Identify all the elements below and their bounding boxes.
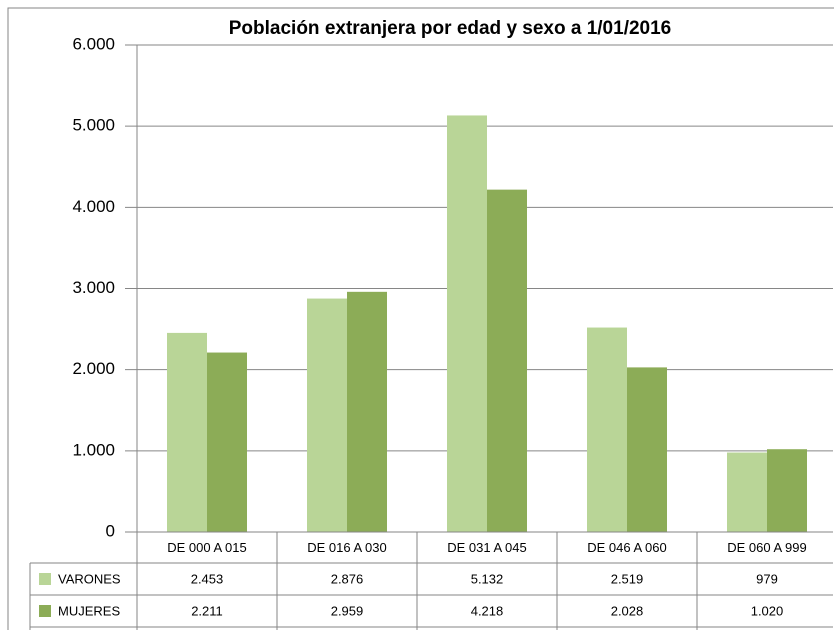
y-tick-label: 6.000 (72, 34, 115, 53)
bar (167, 332, 207, 532)
bar (727, 452, 767, 532)
table-value: 2.453 (191, 571, 224, 586)
table-value: 2.211 (191, 603, 223, 618)
chart-title: Población extranjera por edad y sexo a 1… (229, 18, 672, 39)
x-tick-label: DE 031 A 045 (447, 540, 527, 555)
table-value: 2.519 (611, 571, 644, 586)
bar (487, 189, 527, 532)
y-tick-label: 5.000 (72, 116, 115, 135)
table-value: 979 (756, 571, 778, 586)
chart-frame (7, 7, 834, 630)
legend-swatch (39, 605, 51, 617)
y-tick-label: 4.000 (72, 197, 115, 216)
y-tick-label: 1.000 (72, 440, 115, 459)
x-tick-label: DE 046 A 060 (587, 540, 667, 555)
bar (767, 449, 807, 532)
table-value: 5.132 (471, 571, 504, 586)
bar (307, 298, 347, 532)
bar (627, 367, 667, 532)
x-tick-label: DE 000 A 015 (167, 540, 247, 555)
y-tick-label: 2.000 (72, 359, 115, 378)
legend-swatch (39, 573, 51, 585)
x-tick-label: DE 016 A 030 (307, 540, 387, 555)
table-value: 2.028 (611, 603, 644, 618)
bar (207, 352, 247, 532)
bar (447, 115, 487, 532)
legend-label: VARONES (58, 571, 121, 586)
table-value: 2.959 (331, 603, 364, 618)
legend-label: MUJERES (58, 603, 120, 618)
y-tick-label: 0 (106, 521, 115, 540)
bar (347, 291, 387, 532)
table-value: 1.020 (751, 603, 784, 618)
bar (587, 327, 627, 532)
table-value: 4.218 (471, 603, 504, 618)
x-tick-label: DE 060 A 999 (727, 540, 807, 555)
table-value: 2.876 (331, 571, 364, 586)
y-tick-label: 3.000 (72, 278, 115, 297)
